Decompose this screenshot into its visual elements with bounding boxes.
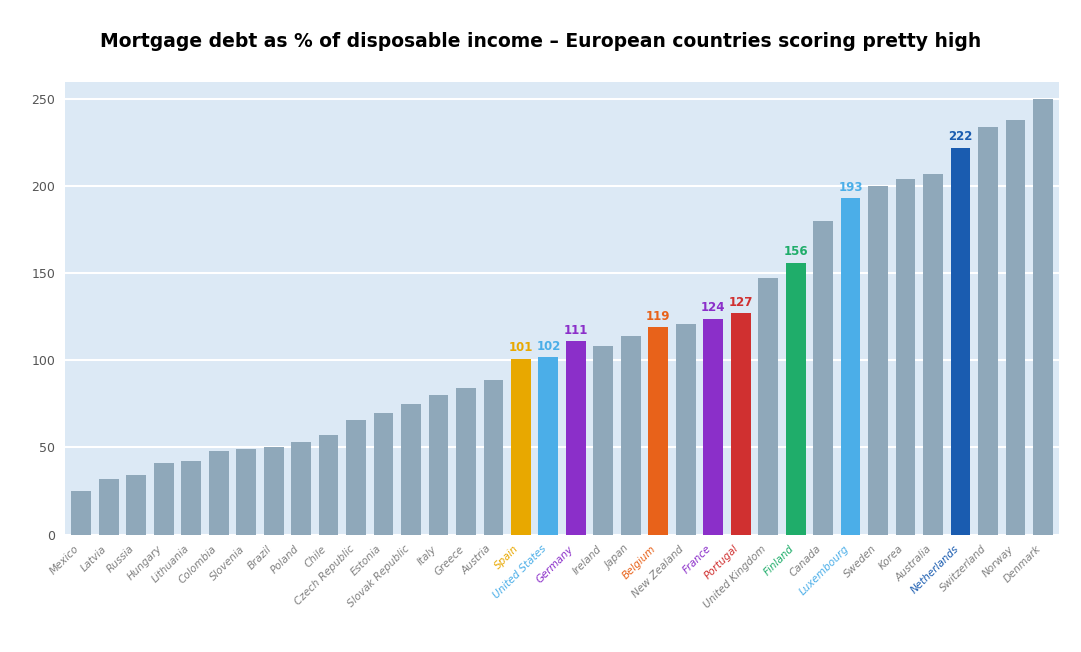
Bar bbox=[896, 179, 916, 535]
Bar bbox=[841, 198, 860, 535]
Text: 102: 102 bbox=[536, 340, 561, 353]
Text: 111: 111 bbox=[563, 324, 588, 337]
Bar bbox=[1033, 99, 1053, 535]
Bar bbox=[483, 379, 504, 535]
Bar bbox=[374, 413, 393, 535]
Bar bbox=[704, 319, 723, 535]
Text: 222: 222 bbox=[948, 130, 973, 143]
Bar bbox=[950, 148, 971, 535]
Bar bbox=[237, 449, 256, 535]
Text: 101: 101 bbox=[509, 341, 533, 354]
Bar bbox=[456, 388, 476, 535]
Bar bbox=[511, 359, 531, 535]
Text: Mortgage debt as % of disposable income – European countries scoring pretty high: Mortgage debt as % of disposable income … bbox=[99, 32, 982, 52]
Bar bbox=[813, 221, 833, 535]
Bar bbox=[126, 475, 146, 535]
Bar bbox=[346, 420, 366, 535]
Bar bbox=[676, 324, 696, 535]
Bar bbox=[71, 491, 91, 535]
Text: 127: 127 bbox=[729, 296, 752, 309]
Bar bbox=[649, 327, 668, 535]
Text: 124: 124 bbox=[700, 301, 725, 314]
Bar bbox=[209, 451, 228, 535]
Bar bbox=[264, 447, 283, 535]
Bar bbox=[786, 263, 805, 535]
Bar bbox=[291, 442, 311, 535]
Bar bbox=[182, 462, 201, 535]
Bar bbox=[1005, 120, 1025, 535]
Bar bbox=[566, 341, 586, 535]
Bar bbox=[428, 395, 449, 535]
Bar bbox=[319, 436, 338, 535]
Bar bbox=[401, 404, 421, 535]
Text: 193: 193 bbox=[839, 181, 863, 194]
Bar bbox=[593, 346, 613, 535]
Bar bbox=[99, 479, 119, 535]
Text: 156: 156 bbox=[784, 245, 808, 258]
Bar bbox=[538, 357, 558, 535]
Bar bbox=[731, 314, 750, 535]
Bar bbox=[620, 336, 641, 535]
Text: 119: 119 bbox=[646, 310, 670, 323]
Bar bbox=[154, 463, 174, 535]
Bar bbox=[758, 278, 778, 535]
Bar bbox=[978, 126, 998, 535]
Bar bbox=[923, 174, 943, 535]
Bar bbox=[868, 186, 888, 535]
